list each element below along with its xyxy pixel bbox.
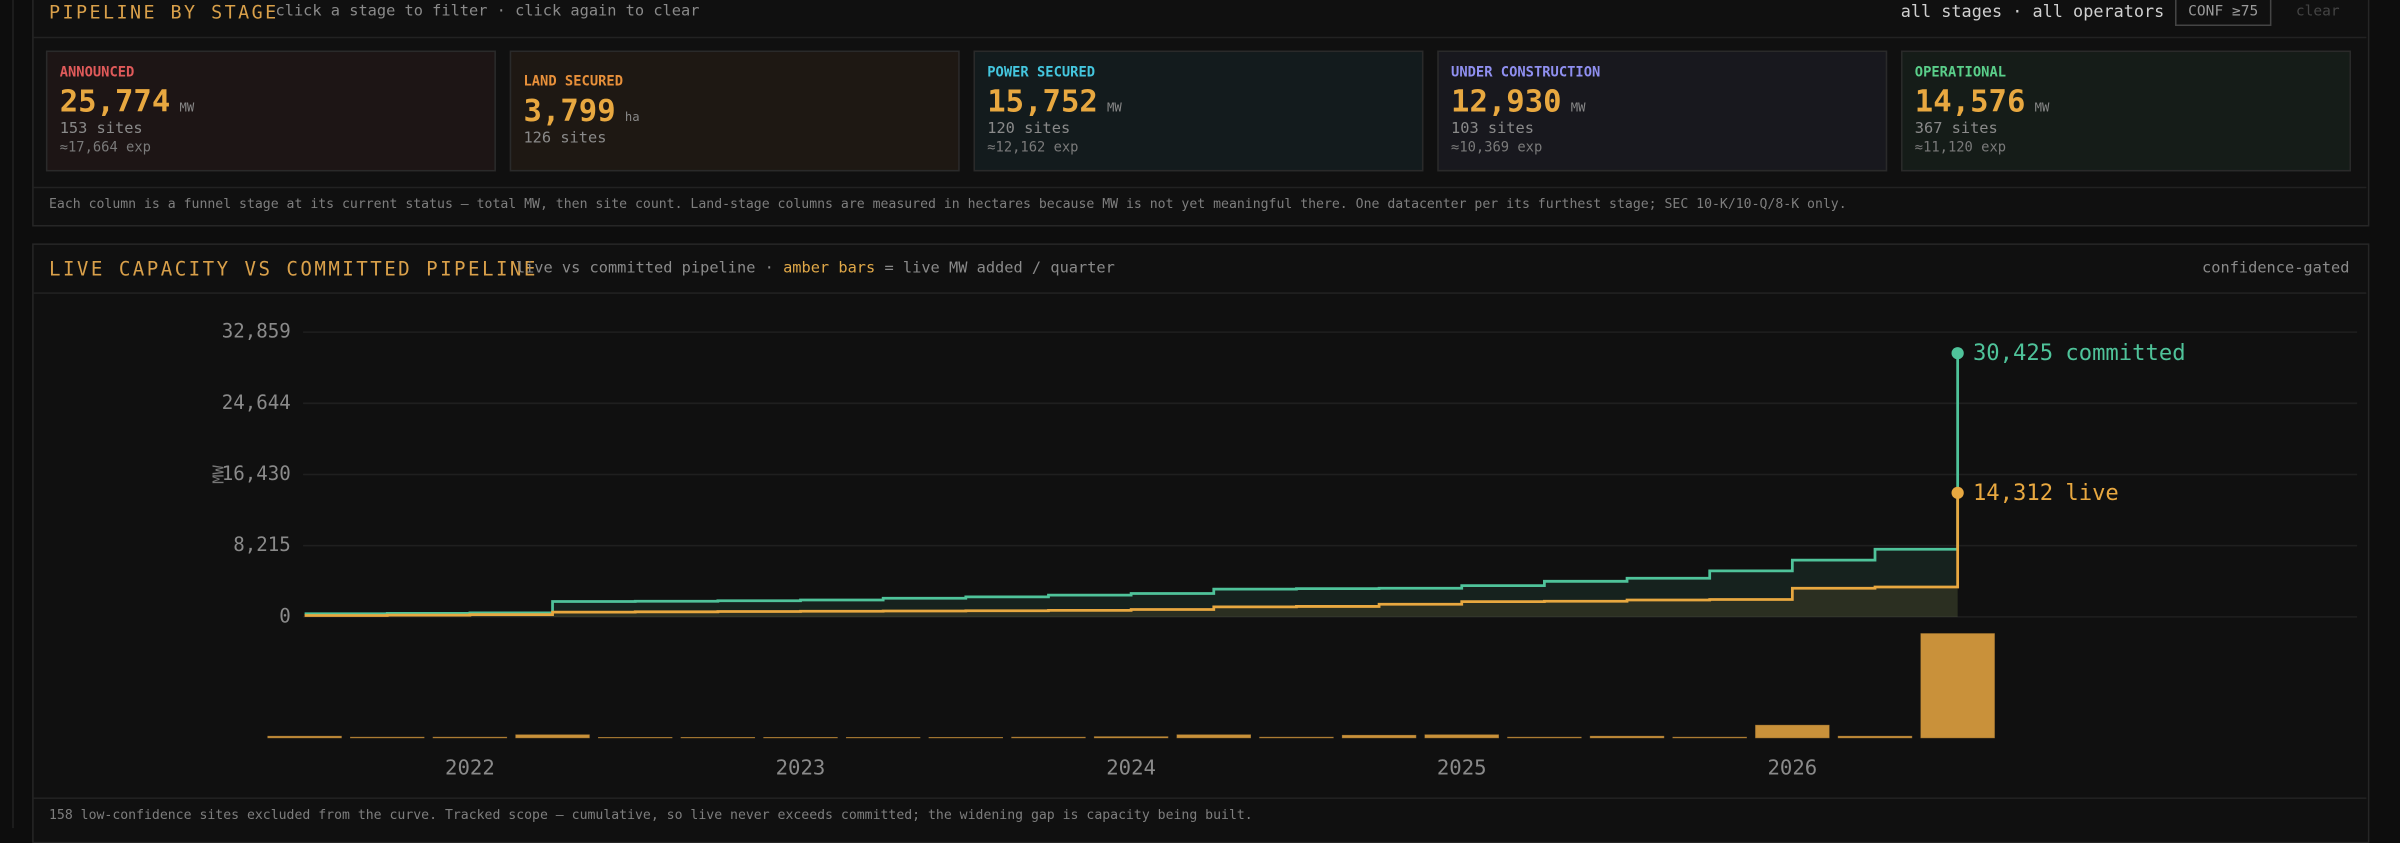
- end-label-name: committed: [2065, 340, 2185, 366]
- bar: [1838, 736, 1911, 737]
- end-label-name: live: [2065, 479, 2118, 505]
- y-tick-label: 0: [279, 604, 291, 627]
- x-tick-label: 2024: [1106, 755, 1156, 779]
- x-tick-label: 2025: [1437, 755, 1487, 779]
- end-marker: [1952, 487, 1964, 499]
- bar: [516, 735, 589, 738]
- x-tick-label: 2022: [445, 755, 495, 779]
- bar: [1425, 735, 1498, 738]
- end-label-value: 30,425: [1973, 340, 2053, 366]
- y-tick-label: 8,215: [233, 533, 291, 556]
- bar: [1342, 735, 1415, 737]
- bar: [1756, 725, 1829, 737]
- y-tick-label: 32,859: [222, 320, 291, 343]
- y-tick-label: 24,644: [222, 391, 291, 414]
- series-line: [305, 353, 1958, 614]
- end-marker: [1952, 347, 1964, 359]
- x-tick-label: 2026: [1767, 755, 1817, 779]
- x-tick-label: 2023: [776, 755, 826, 779]
- end-label-value: 14,312: [1973, 479, 2053, 505]
- end-label: 30,425 committed: [1973, 340, 2186, 366]
- y-tick-label: 16,430: [222, 462, 291, 485]
- bar: [1921, 634, 1994, 738]
- bar: [1590, 736, 1663, 737]
- bar: [268, 736, 341, 737]
- end-label: 14,312 live: [1973, 479, 2119, 505]
- bar: [1177, 735, 1250, 738]
- bar: [1094, 737, 1167, 738]
